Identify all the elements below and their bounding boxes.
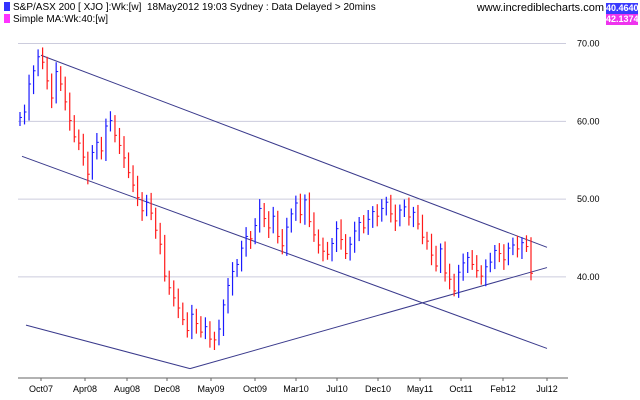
x-tick-label-2: Aug08 (114, 384, 140, 394)
price-bars (19, 47, 533, 350)
y-axis: 70.00 60.00 50.00 40.00 (577, 39, 600, 282)
site-label: www.incrediblecharts.com (476, 2, 604, 14)
y-tick-label-2: 50.00 (577, 194, 600, 204)
x-tick-label-10: Oct11 (449, 384, 472, 394)
series-header: S&P/ASX 200 [ XJO ]:Wk:[w] 18May2012 19:… (4, 2, 376, 13)
series-color-swatch (4, 2, 10, 11)
x-tick-label-5: Oct09 (243, 384, 267, 394)
trend-line-2 (25, 324, 191, 370)
trend-line-0 (40, 54, 548, 248)
y-tick-label-0: 70.00 (577, 39, 600, 49)
x-tick-label-0: Oct07 (29, 384, 53, 394)
price-tag: 40.4640 (606, 3, 639, 14)
trend-channel-lines (21, 54, 548, 370)
x-tick-label-4: May09 (197, 384, 224, 394)
series-label: S&P/ASX 200 [ XJO ]:Wk:[w] (13, 2, 142, 13)
x-tick-label-9: May11 (407, 384, 433, 394)
ma-label: Simple MA:Wk:40:[w] (13, 14, 109, 25)
x-tick-label-12: Jul12 (536, 384, 558, 394)
y-tick-label-3: 40.00 (577, 272, 600, 282)
x-tick-label-6: Mar10 (283, 384, 309, 394)
grid-lines (18, 43, 566, 278)
y-tick-label-1: 60.00 (577, 116, 600, 126)
x-tick-label-8: Dec10 (365, 384, 391, 394)
ma-color-swatch (4, 14, 10, 23)
trend-line-3 (189, 267, 548, 370)
ma-tag: 42.1374 (606, 14, 639, 25)
x-axis: Oct07 Apr08 Aug08 Dec08 May09 Oct09 Mar10 Jul10… (18, 377, 568, 394)
trend-line-1 (21, 155, 548, 349)
x-tick-label-1: Apr08 (73, 384, 97, 394)
ma-header: Simple MA:Wk:40:[w] (4, 14, 108, 25)
x-tick-label-7: Jul10 (326, 384, 348, 394)
timestamp: 18May2012 19:03 Sydney : Data Delayed > … (146, 2, 376, 13)
x-tick-label-3: Dec08 (154, 384, 180, 394)
x-tick-label-11: Feb12 (490, 384, 516, 394)
